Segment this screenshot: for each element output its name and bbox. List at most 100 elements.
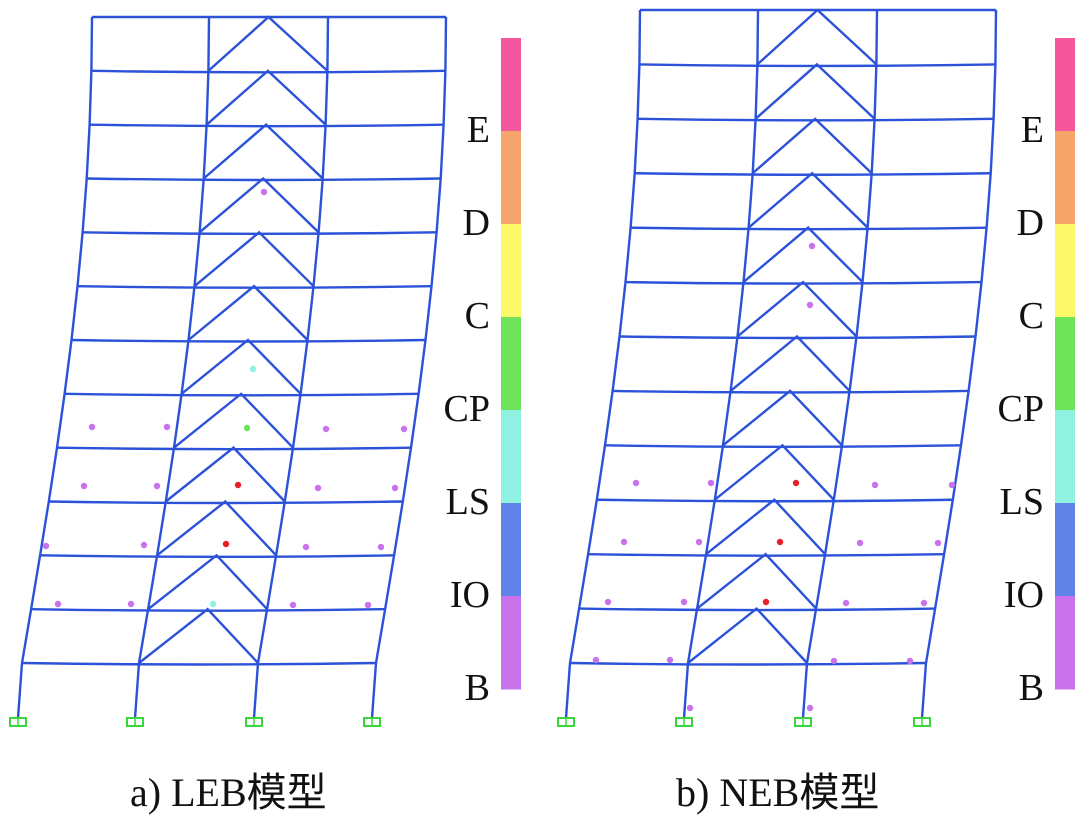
panel-b-legend-swatch-io — [1055, 503, 1075, 597]
panel-b-brace-0 — [756, 8, 878, 66]
panel-a-legend-swatch-d — [501, 131, 521, 225]
panel-a-brace-2 — [202, 123, 324, 180]
panel-b-brace-red-1 — [776, 538, 784, 546]
panel-b-legend-swatch-c — [1055, 224, 1075, 318]
panel-b-column-0 — [564, 9, 642, 719]
panel-b-brace-8 — [714, 443, 835, 501]
panel-a-hinge-14 — [289, 601, 297, 609]
panel-a-brace-3 — [198, 176, 320, 234]
panel-a-brace-6 — [180, 338, 302, 395]
panel-a-column-3 — [370, 16, 448, 719]
panel-b-brace-5 — [736, 280, 858, 338]
panel-b-hinge-12 — [592, 656, 600, 664]
panel-b-legend-label-e: E — [1020, 109, 1044, 151]
panel-b-hinge-9 — [680, 598, 688, 606]
panel-a-hinge-4 — [80, 482, 88, 490]
panel-a-legend-label-b: B — [464, 667, 490, 709]
panel-a-brace-9 — [156, 499, 277, 557]
panel-b-hinge-15 — [906, 657, 914, 665]
panel-b-brace-1 — [754, 62, 876, 120]
panel-a-legend-label-e: E — [466, 109, 490, 151]
panel-a-brace-hinge-ls — [249, 365, 257, 373]
panel-a-hinge-0 — [88, 423, 96, 431]
panel-b-brace-7 — [722, 389, 843, 447]
panel-b-brace-hinge-0 — [808, 242, 816, 250]
panel-b-hinge-4 — [620, 538, 628, 546]
panel-a-hinge-3 — [400, 425, 408, 433]
panel-b-hinge-14 — [830, 657, 838, 665]
panel-b-legend-label-d: D — [1016, 202, 1044, 244]
panel-b-hinge-5 — [695, 538, 703, 546]
panel-a-legend-label-ls: LS — [445, 481, 490, 523]
panel-b-legend-label-cp: CP — [997, 388, 1044, 430]
panel-b-hinge-8 — [604, 598, 612, 606]
panel-b-brace-4 — [742, 226, 864, 284]
panel-a-column-2 — [252, 16, 330, 719]
panel-a-beam-12 — [21, 661, 377, 666]
panel-a-brace-4 — [193, 230, 315, 288]
panel-b-legend-swatch-ls — [1055, 410, 1075, 504]
panel-b-brace-6 — [729, 334, 851, 392]
panel-b-beam-12 — [569, 661, 927, 666]
panel-a-hinge-7 — [391, 484, 399, 492]
panel-b-legend-label-b: B — [1018, 667, 1044, 709]
panel-b-hinge-1 — [707, 479, 715, 487]
panel-a-brace-hinge-1 — [234, 481, 242, 489]
panel-a-column-1 — [133, 16, 211, 719]
panel-a-legend-swatch-e — [501, 38, 521, 132]
panel-b-caption: b) NEB模型 — [676, 770, 880, 815]
panel-a-hinge-11 — [377, 543, 385, 551]
panel-b-hinge-17 — [806, 704, 814, 712]
panel-b-legend-swatch-cp — [1055, 317, 1075, 411]
panel-b-legend-label-io: IO — [1003, 574, 1044, 616]
panel-b-brace-9 — [705, 498, 826, 556]
panel-b-brace-3 — [747, 171, 869, 229]
panel-b-hinge-6 — [856, 539, 864, 547]
panel-a-brace-hinge-2 — [222, 540, 230, 548]
panel-b-brace-10 — [696, 552, 818, 610]
panel-a-hinge-15 — [364, 601, 372, 609]
panel-a-legend-label-c: C — [464, 295, 490, 337]
panel-a-brace-10 — [147, 553, 269, 611]
panel-b-hinge-16 — [686, 704, 694, 712]
panel-a-hinge-1 — [163, 423, 171, 431]
panel-b-legend-label-ls: LS — [999, 481, 1044, 523]
panel-a-caption: a) LEB模型 — [130, 770, 327, 815]
panel-a-legend-swatch-io — [501, 503, 521, 597]
panel-a-brace-8 — [165, 446, 286, 503]
panel-b-legend-swatch-b — [1055, 596, 1075, 690]
panel-b-column-1 — [682, 9, 760, 719]
panel-a-legend-label-cp: CP — [443, 388, 490, 430]
panel-a-legend-swatch-cp — [501, 317, 521, 411]
panel-a-hinge-10 — [302, 543, 310, 551]
panel-a-column-0 — [16, 16, 94, 719]
panel-a-legend-label-io: IO — [449, 574, 490, 616]
panel-b-hinge-13 — [666, 656, 674, 664]
panel-a-brace-hinge-ls2 — [209, 600, 217, 608]
panel-b-column-3 — [920, 9, 998, 719]
panel-a-legend-swatch-c — [501, 224, 521, 318]
panel-a-hinge-13 — [127, 600, 135, 608]
panel-b-hinge-0 — [632, 479, 640, 487]
panel-b-brace-hinge-1 — [806, 301, 814, 309]
panel-b-brace-2 — [751, 117, 873, 175]
panel-a-brace-1 — [205, 69, 327, 126]
panel-b-column-2 — [801, 9, 879, 719]
panel-b-hinge-7 — [934, 539, 942, 547]
panel-b-hinge-11 — [920, 599, 928, 607]
panel-a-hinge-12 — [54, 600, 62, 608]
panel-b-hinge-10 — [842, 599, 850, 607]
panel-b-brace-red-2 — [762, 598, 770, 606]
panel-a-brace-7 — [173, 392, 294, 449]
panel-b-brace-11 — [687, 606, 808, 664]
panel-a-brace-11 — [138, 607, 259, 664]
panel-b-legend-swatch-e — [1055, 38, 1075, 132]
panel-a-legend-swatch-b — [501, 596, 521, 690]
panel-a-hinge-9 — [140, 541, 148, 549]
panel-b-legend-swatch-d — [1055, 131, 1075, 225]
panel-a-brace-hinge-cp — [243, 424, 251, 432]
panel-b-brace-red-0 — [792, 479, 800, 487]
panel-a-brace-0 — [207, 15, 329, 72]
panel-a-brace-5 — [187, 284, 309, 341]
